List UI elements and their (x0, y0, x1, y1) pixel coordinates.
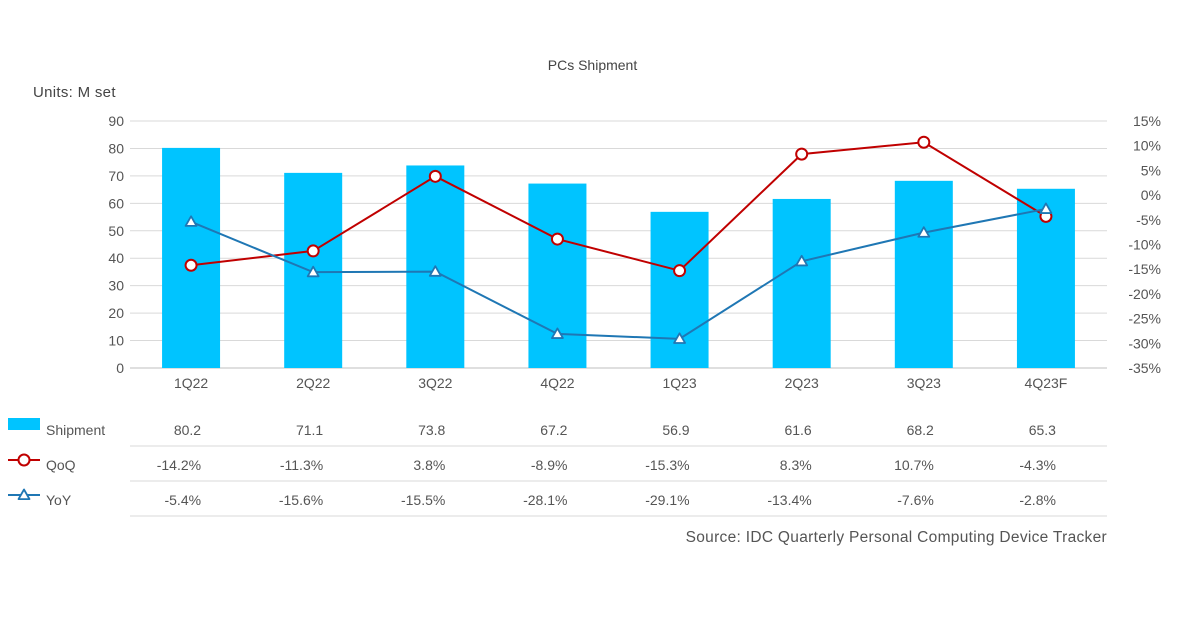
qoq-table-cell: 8.3% (780, 457, 812, 473)
yoy-point (917, 226, 931, 238)
shipment-table-cell: 71.1 (296, 422, 323, 438)
category-tick-label: 2Q23 (785, 375, 819, 391)
category-tick-label: 4Q23F (1025, 375, 1068, 391)
shipment-table-cell: 73.8 (418, 422, 445, 438)
qoq-point (917, 135, 931, 149)
shipment-table-cell: 56.9 (662, 422, 689, 438)
qoq-table-cell: 3.8% (413, 457, 445, 473)
left-axis-tick-label: 80 (108, 140, 124, 156)
shipment-table-cell: 68.2 (907, 422, 934, 438)
yoy-table-cell: -15.5% (401, 492, 445, 508)
qoq-table-cell: -11.3% (280, 457, 323, 473)
legend-label-shipment: Shipment (46, 422, 105, 438)
left-axis-tick-label: 60 (108, 195, 124, 211)
qoq-table-cell: -15.3% (645, 457, 689, 473)
shipment-bar (772, 198, 831, 368)
category-tick-label: 3Q22 (418, 375, 452, 391)
left-axis-tick-label: 10 (108, 333, 124, 349)
qoq-point (673, 264, 687, 278)
right-axis-tick-label: 15% (1133, 113, 1161, 129)
left-axis-tick-label: 20 (108, 305, 124, 321)
right-axis-tick-label: 5% (1141, 162, 1161, 178)
left-axis-tick-label: 40 (108, 250, 124, 266)
right-axis-tick-label: -25% (1128, 311, 1161, 327)
category-tick-label: 1Q22 (174, 375, 208, 391)
legend-marker-qoq (17, 453, 31, 467)
yoy-table-cell: -2.8% (1019, 492, 1056, 508)
yoy-table-cell: -28.1% (523, 492, 567, 508)
qoq-table-cell: -8.9% (531, 457, 568, 473)
category-tick-label: 1Q23 (662, 375, 696, 391)
yoy-point (1039, 202, 1053, 214)
right-axis-tick-label: -30% (1128, 335, 1161, 351)
right-axis-tick-label: 10% (1133, 138, 1161, 154)
shipment-bar (894, 180, 953, 368)
category-tick-label: 2Q22 (296, 375, 330, 391)
yoy-table-cell: -13.4% (767, 492, 811, 508)
left-axis-tick-label: 70 (108, 168, 124, 184)
legend-swatch-shipment (8, 418, 40, 430)
yoy-point (795, 254, 809, 267)
legend-label-yoy: YoY (46, 492, 72, 508)
chart-title: PCs Shipment (547, 57, 638, 73)
yoy-table-cell: -5.4% (164, 492, 201, 508)
yoy-point (184, 215, 198, 227)
qoq-point (428, 169, 442, 183)
yoy-point (428, 265, 442, 277)
yoy-point (551, 327, 564, 339)
right-axis-tick-label: -35% (1128, 360, 1161, 376)
category-tick-label: 4Q22 (540, 375, 574, 391)
yoy-table-cell: -15.6% (279, 492, 323, 508)
shipment-bar (528, 183, 587, 368)
category-tick-label: 3Q23 (907, 375, 941, 391)
qoq-table-cell: -14.2% (157, 457, 201, 473)
source-note: Source: IDC Quarterly Personal Computing… (685, 529, 1107, 546)
right-axis-tick-label: -10% (1128, 237, 1161, 253)
shipment-bar (650, 211, 709, 368)
legend-marker-yoy (17, 488, 31, 501)
yoy-table-cell: -29.1% (645, 492, 689, 508)
qoq-point (184, 258, 198, 272)
qoq-point (306, 244, 320, 258)
right-axis-tick-label: 0% (1141, 187, 1161, 203)
yoy-point (673, 332, 686, 344)
qoq-point (550, 232, 564, 246)
left-axis-unit-label: Units: M set (33, 84, 116, 101)
shipment-table-cell: 61.6 (784, 422, 811, 438)
yoy-point (306, 265, 320, 278)
left-axis-tick-label: 90 (108, 113, 124, 129)
qoq-table-cell: -4.3% (1019, 457, 1056, 473)
shipment-table-cell: 67.2 (540, 422, 567, 438)
yoy-table-cell: -7.6% (897, 492, 934, 508)
qoq-table-cell: 10.7% (894, 457, 934, 473)
left-axis-tick-label: 0 (116, 360, 124, 376)
legend-label-qoq: QoQ (46, 457, 76, 473)
qoq-series-line (190, 141, 1047, 272)
shipment-bar (162, 147, 221, 368)
qoq-point (795, 147, 809, 161)
right-axis-tick-label: -5% (1136, 212, 1161, 228)
left-axis-tick-label: 50 (108, 223, 124, 239)
right-axis-tick-label: -20% (1128, 286, 1161, 302)
yoy-series-line (190, 207, 1047, 340)
shipment-table-cell: 80.2 (174, 422, 201, 438)
left-axis-tick-label: 30 (108, 278, 124, 294)
shipment-table-cell: 65.3 (1029, 422, 1056, 438)
right-axis-tick-label: -15% (1128, 261, 1161, 277)
